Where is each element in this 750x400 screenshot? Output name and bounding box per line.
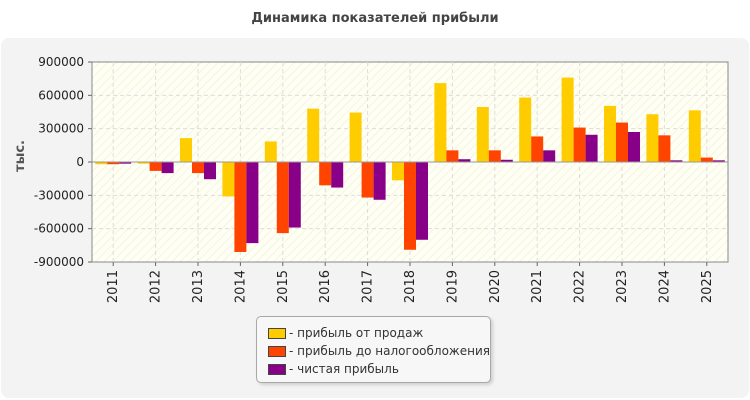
x-tick-label: 2016 — [318, 270, 333, 303]
y-tick-label: -300000 — [34, 188, 84, 202]
y-tick-label: -900000 — [34, 255, 84, 269]
bar-2012-series-2 — [161, 162, 174, 174]
x-tick-label: 2025 — [700, 270, 715, 303]
bar-2014-series-0 — [222, 162, 235, 197]
x-tick-label: 2023 — [615, 270, 630, 303]
bar-2020-series-2 — [500, 159, 513, 162]
bars — [95, 77, 725, 252]
bar-2014-series-1 — [234, 162, 247, 252]
bar-2015-series-2 — [288, 162, 301, 228]
legend-label-pretax: - прибыль до налогообложения — [289, 344, 490, 358]
y-tick-label: 300000 — [38, 122, 84, 136]
bar-2022-series-0 — [561, 77, 574, 162]
bar-2024-series-0 — [646, 114, 659, 162]
x-tick-label: 2018 — [403, 270, 418, 303]
bar-2015-series-1 — [276, 162, 289, 234]
bar-2020-series-0 — [476, 107, 489, 162]
bar-2025-series-1 — [700, 157, 713, 162]
legend-item-net: - чистая прибыль — [268, 361, 399, 377]
bar-2023-series-2 — [628, 132, 640, 162]
axes — [88, 61, 728, 266]
bar-2017-series-2 — [373, 162, 386, 200]
y-tick-labels: 900000 600000 300000 0 -300000 -600000 -900000 — [34, 55, 84, 269]
bar-2016-series-2 — [331, 162, 344, 188]
legend-item-pretax: - прибыль до налогообложения — [268, 343, 490, 359]
bar-2019-series-0 — [434, 83, 447, 162]
bar-2021-series-2 — [543, 150, 556, 162]
legend-label-sales: - прибыль от продаж — [289, 326, 424, 340]
bar-2024-series-1 — [658, 135, 671, 162]
bar-2018-series-2 — [416, 162, 428, 240]
bar-2015-series-0 — [264, 141, 277, 162]
legend-label-net: - чистая прибыль — [289, 362, 399, 376]
x-tick-label: 2020 — [488, 270, 503, 303]
y-tick-label: 0 — [76, 155, 84, 169]
bar-2025-series-0 — [688, 110, 701, 162]
chart-title: Динамика показателей прибыли — [251, 11, 499, 26]
bar-2018-series-0 — [392, 162, 404, 181]
bar-2021-series-1 — [531, 136, 544, 162]
bar-2011-series-2 — [119, 162, 132, 164]
bar-2022-series-1 — [573, 127, 586, 162]
y-axis-label: тыс. — [13, 140, 28, 172]
x-tick-labels: 2011 2012 2013 2014 2015 2016 2017 2018 2019 2020… — [106, 270, 715, 303]
legend: - прибыль от продаж - прибыль до налогоо… — [256, 316, 491, 383]
x-tick-label: 2014 — [233, 270, 248, 303]
x-tick-label: 2022 — [573, 270, 588, 303]
bar-2012-series-0 — [137, 162, 150, 164]
x-tick-label: 2013 — [191, 270, 206, 303]
legend-swatch-pretax — [268, 345, 286, 357]
bar-2021-series-0 — [519, 97, 532, 162]
bar-2019-series-1 — [446, 150, 459, 162]
legend-swatch-net — [268, 363, 286, 375]
x-tick-label: 2012 — [149, 270, 164, 303]
bar-2017-series-0 — [349, 112, 362, 162]
bar-2022-series-2 — [585, 134, 598, 162]
bar-2016-series-1 — [319, 162, 332, 186]
x-tick-label: 2024 — [657, 270, 672, 303]
bar-2011-series-1 — [107, 162, 120, 165]
y-tick-label: 600000 — [38, 88, 84, 102]
legend-item-sales: - прибыль от продаж — [268, 325, 423, 341]
y-tick-label: -600000 — [34, 222, 84, 236]
bar-2012-series-1 — [149, 162, 162, 171]
bar-2013-series-1 — [192, 162, 204, 174]
x-tick-label: 2019 — [445, 270, 460, 303]
bar-2011-series-0 — [95, 162, 108, 165]
bar-2014-series-2 — [246, 162, 259, 244]
bar-2013-series-0 — [180, 138, 192, 162]
bar-2017-series-1 — [361, 162, 374, 198]
x-tick-label: 2011 — [106, 270, 121, 303]
x-tick-label: 2015 — [276, 270, 291, 303]
bar-2013-series-2 — [204, 162, 216, 180]
x-tick-label: 2017 — [361, 270, 376, 303]
bar-2018-series-1 — [404, 162, 416, 250]
bar-2024-series-2 — [670, 160, 683, 162]
bar-2019-series-2 — [458, 159, 471, 162]
bar-2023-series-0 — [604, 105, 616, 162]
bar-2016-series-0 — [307, 108, 320, 162]
x-tick-label: 2021 — [530, 270, 545, 303]
y-tick-label: 900000 — [38, 55, 84, 69]
legend-swatch-sales — [268, 327, 286, 339]
bar-2020-series-1 — [488, 150, 501, 162]
bar-2023-series-1 — [616, 122, 628, 162]
bar-2025-series-2 — [712, 160, 725, 162]
